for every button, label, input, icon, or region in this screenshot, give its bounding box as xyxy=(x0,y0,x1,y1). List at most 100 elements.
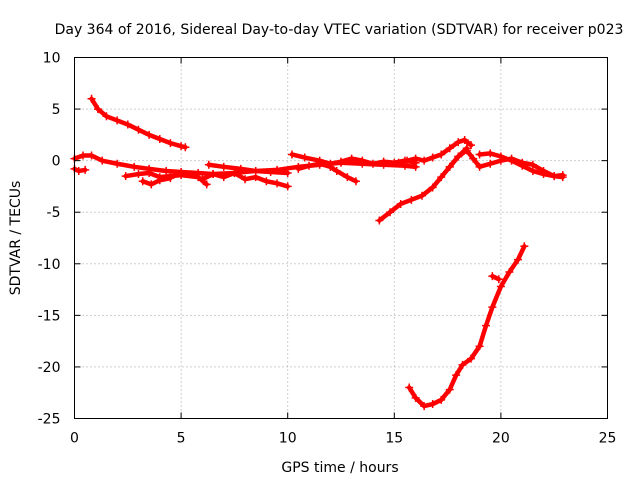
data-point xyxy=(262,177,271,186)
data-point xyxy=(460,136,469,145)
series-track-5 xyxy=(138,174,175,189)
data-point xyxy=(445,162,454,171)
data-point xyxy=(407,195,416,204)
data-point xyxy=(145,169,154,178)
data-point xyxy=(475,162,484,171)
y-tick-label: 5 xyxy=(52,102,61,118)
data-point xyxy=(445,385,454,394)
y-tick-label: -20 xyxy=(38,360,61,376)
data-point xyxy=(241,175,250,184)
y-tick-label: -15 xyxy=(38,308,61,324)
x-tick-label: 20 xyxy=(492,431,510,447)
series-track-9 xyxy=(294,159,360,186)
y-axis-label: SDTVAR / TECUs xyxy=(8,181,24,296)
data-point xyxy=(445,144,454,153)
data-point xyxy=(428,153,437,162)
data-point xyxy=(467,141,476,150)
data-point xyxy=(113,116,122,125)
data-point xyxy=(130,162,139,171)
data-point xyxy=(375,216,384,225)
data-point xyxy=(520,242,529,251)
data-point xyxy=(343,173,352,182)
series-track-15 xyxy=(488,272,503,284)
data-point xyxy=(405,383,414,392)
data-point xyxy=(437,395,446,404)
data-point xyxy=(505,268,514,277)
data-point xyxy=(79,151,88,160)
data-point xyxy=(283,169,292,178)
data-point xyxy=(123,120,132,129)
data-point xyxy=(458,360,467,369)
data-point xyxy=(87,151,96,160)
data-point xyxy=(496,282,505,291)
data-point xyxy=(121,172,130,181)
data-point xyxy=(394,158,403,167)
data-point xyxy=(462,146,471,155)
x-tick-label: 10 xyxy=(279,431,297,447)
data-point xyxy=(368,159,377,168)
y-tick-label: 10 xyxy=(43,51,61,67)
data-point xyxy=(251,166,260,175)
series-line xyxy=(140,175,173,187)
data-point xyxy=(347,154,356,163)
data-point xyxy=(418,191,427,200)
data-point xyxy=(204,160,213,169)
y-tick-labels: 10 5 0 -5 -10 -15 -20 -25 xyxy=(38,51,61,428)
data-point xyxy=(138,177,147,186)
data-point xyxy=(283,182,292,191)
data-point xyxy=(113,159,122,168)
data-point xyxy=(396,199,405,208)
data-point xyxy=(437,173,446,182)
data-point xyxy=(147,180,156,189)
data-point xyxy=(236,164,245,173)
data-point xyxy=(219,162,228,171)
data-point xyxy=(87,94,96,103)
data-point xyxy=(454,138,463,147)
data-point xyxy=(194,173,203,182)
data-point xyxy=(219,173,228,182)
data-point xyxy=(81,165,90,174)
data-point xyxy=(428,183,437,192)
data-point xyxy=(98,156,107,165)
data-point xyxy=(513,255,522,264)
data-point xyxy=(166,139,175,148)
x-tick-label: 0 xyxy=(70,431,79,447)
data-point xyxy=(496,152,505,161)
series-track-7 xyxy=(204,160,292,178)
data-point xyxy=(198,175,207,184)
data-point xyxy=(337,157,345,166)
data-point xyxy=(162,166,171,175)
data-point xyxy=(550,172,559,181)
data-point xyxy=(420,156,429,165)
data-point xyxy=(488,303,497,312)
data-point xyxy=(403,156,412,165)
data-point xyxy=(420,402,429,411)
data-point xyxy=(518,161,527,170)
data-point xyxy=(467,354,476,363)
y-tick-label: 0 xyxy=(52,154,61,170)
data-point xyxy=(145,130,154,139)
data-point xyxy=(411,154,420,163)
data-point xyxy=(528,166,537,175)
data-point xyxy=(358,156,367,165)
data-point xyxy=(379,157,388,166)
data-point xyxy=(558,171,567,180)
data-point xyxy=(486,159,495,168)
data-point xyxy=(475,342,484,351)
data-point xyxy=(294,164,303,173)
data-point xyxy=(134,170,143,179)
series-track-11 xyxy=(394,136,476,167)
data-point xyxy=(300,153,309,162)
x-axis-label: GPS time / hours xyxy=(281,460,398,476)
data-point xyxy=(332,166,341,175)
data-point xyxy=(411,393,420,402)
series-track-14 xyxy=(405,242,529,411)
data-point xyxy=(266,167,275,176)
y-tick-label: -25 xyxy=(38,412,61,428)
x-tick-labels: 0 5 10 15 20 25 xyxy=(70,431,616,447)
data-point xyxy=(428,400,437,409)
y-tick-label: -10 xyxy=(38,257,61,273)
data-point xyxy=(437,150,446,159)
series-line xyxy=(396,137,474,165)
